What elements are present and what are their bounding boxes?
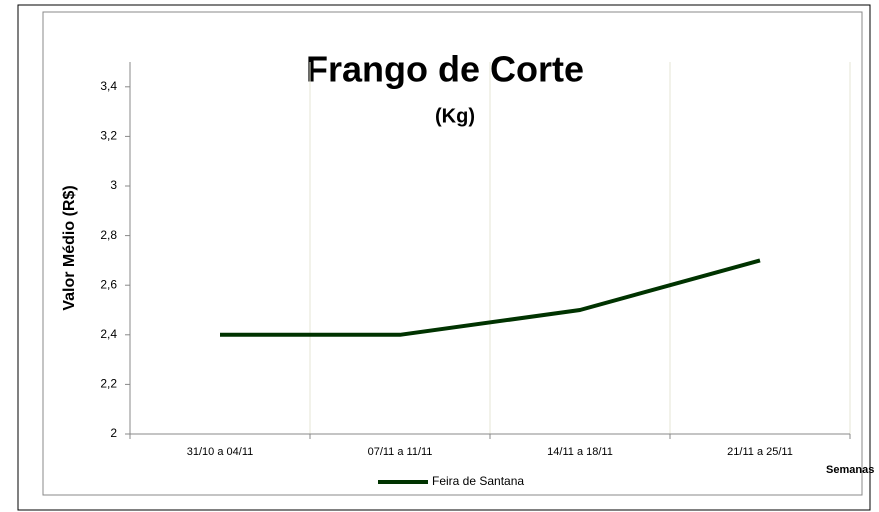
y-tick-label: 2,6 <box>100 277 117 291</box>
y-tick-label: 2 <box>110 426 117 440</box>
x-tick-label: 14/11 a 18/11 <box>547 446 613 458</box>
chart-subtitle: (Kg) <box>435 105 475 127</box>
chart-frame <box>42 11 863 496</box>
x-axis-label: Semanas <box>826 464 874 476</box>
y-axis-label: Valor Médio (R$) <box>61 185 78 310</box>
x-tick-label: 31/10 a 04/11 <box>187 446 253 458</box>
y-tick-label: 3,2 <box>100 129 117 143</box>
y-tick-label: 2,2 <box>100 377 117 391</box>
legend-label: Feira de Santana <box>432 474 524 488</box>
y-tick-label: 2,8 <box>100 228 117 242</box>
x-tick-label: 07/11 a 11/11 <box>368 446 433 458</box>
y-tick-label: 3 <box>110 178 117 192</box>
outer-frame <box>17 4 871 511</box>
chart-title: Frango de Corte <box>306 49 584 90</box>
x-tick-label: 21/11 a 25/11 <box>727 446 793 458</box>
y-tick-label: 2,4 <box>100 327 117 341</box>
data-line <box>220 258 761 337</box>
y-tick-label: 3,4 <box>100 79 117 93</box>
